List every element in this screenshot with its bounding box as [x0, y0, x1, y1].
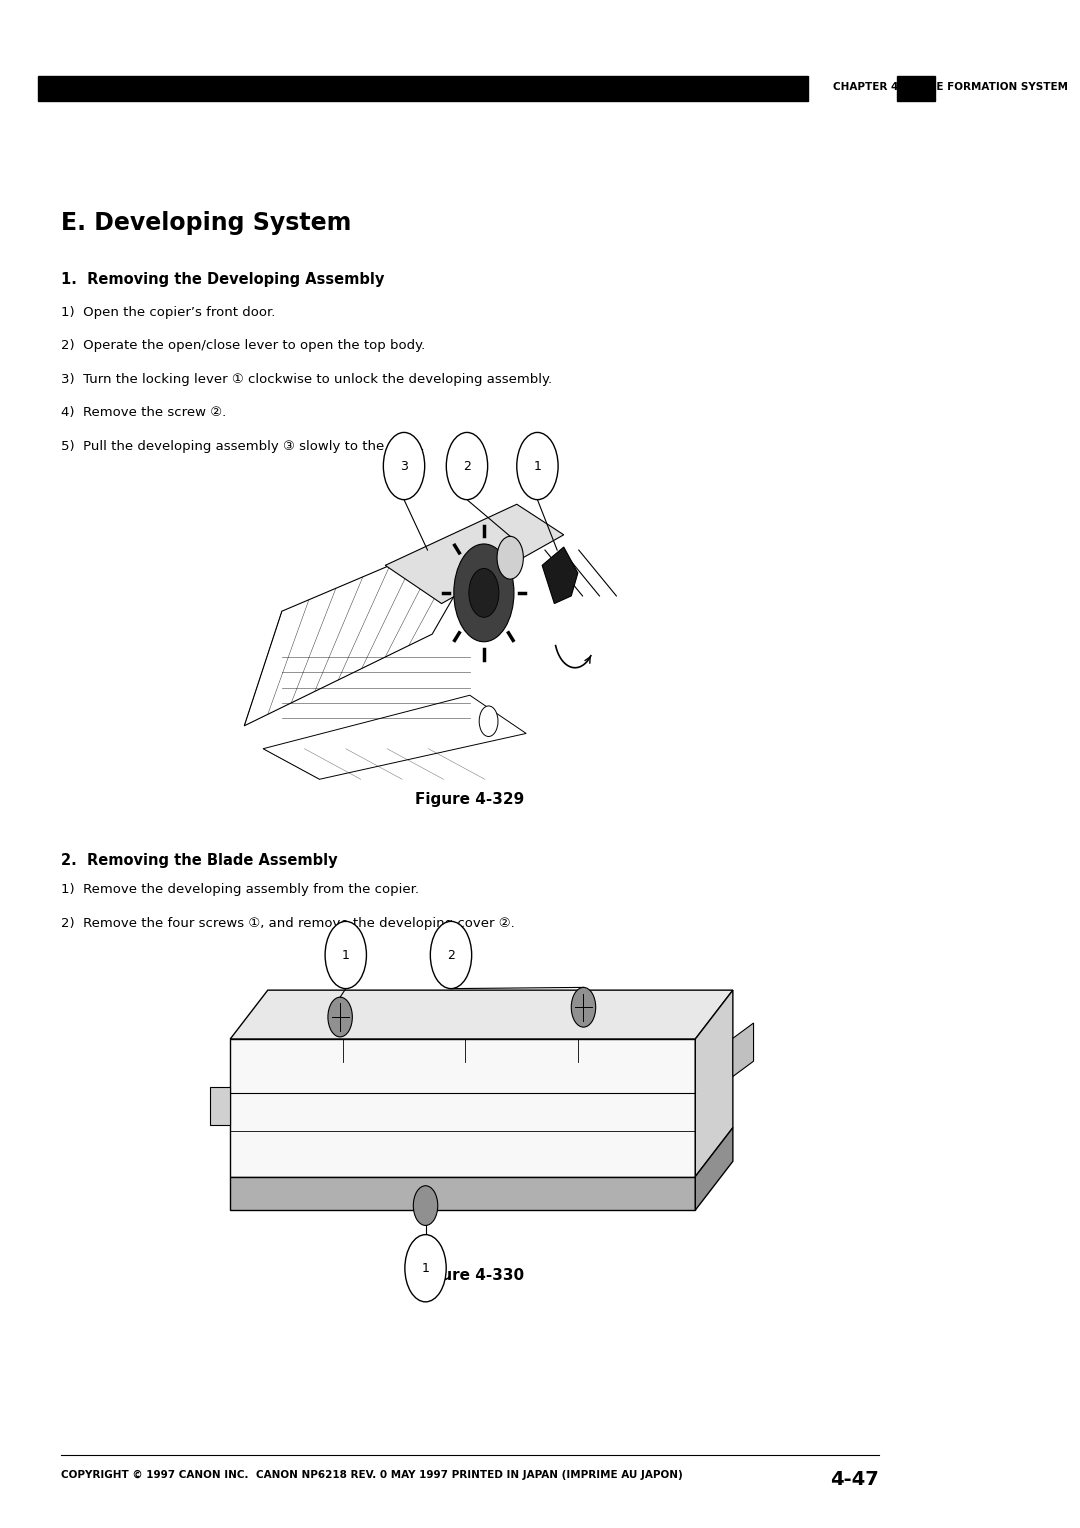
Text: COPYRIGHT © 1997 CANON INC.: COPYRIGHT © 1997 CANON INC. — [62, 1470, 248, 1481]
Text: 4)  Remove the screw ②.: 4) Remove the screw ②. — [62, 406, 227, 420]
Text: 4-47: 4-47 — [829, 1470, 878, 1488]
Polygon shape — [696, 1128, 733, 1210]
Polygon shape — [264, 695, 526, 779]
Polygon shape — [210, 1088, 230, 1125]
Polygon shape — [542, 547, 578, 604]
Circle shape — [454, 544, 514, 642]
Text: E. Developing System: E. Developing System — [62, 211, 351, 235]
Circle shape — [325, 921, 366, 989]
Circle shape — [430, 921, 472, 989]
Text: CHAPTER 4  IMAGE FORMATION SYSTEM: CHAPTER 4 IMAGE FORMATION SYSTEM — [834, 83, 1068, 92]
Text: 2)  Remove the four screws ①, and remove the developing cover ②.: 2) Remove the four screws ①, and remove … — [62, 917, 515, 931]
Polygon shape — [230, 1039, 696, 1177]
Text: Figure 4-329: Figure 4-329 — [415, 792, 525, 807]
Polygon shape — [696, 990, 733, 1177]
Circle shape — [497, 536, 524, 579]
Text: Figure 4-330: Figure 4-330 — [415, 1268, 525, 1284]
Text: 5)  Pull the developing assembly ③ slowly to the front.: 5) Pull the developing assembly ③ slowly… — [62, 440, 424, 454]
Polygon shape — [230, 990, 733, 1039]
Circle shape — [414, 1186, 437, 1225]
Polygon shape — [733, 1024, 754, 1077]
Circle shape — [405, 1235, 446, 1302]
Bar — [38, 76, 808, 101]
Text: 3)  Turn the locking lever ① clockwise to unlock the developing assembly.: 3) Turn the locking lever ① clockwise to… — [62, 373, 552, 387]
Text: 2: 2 — [447, 949, 455, 961]
Circle shape — [446, 432, 488, 500]
Text: 2: 2 — [463, 460, 471, 472]
Bar — [897, 76, 935, 101]
Text: 3: 3 — [400, 460, 408, 472]
Circle shape — [516, 432, 558, 500]
Circle shape — [480, 706, 498, 736]
Text: 1: 1 — [421, 1262, 430, 1274]
Text: CANON NP6218 REV. 0 MAY 1997 PRINTED IN JAPAN (IMPRIME AU JAPON): CANON NP6218 REV. 0 MAY 1997 PRINTED IN … — [256, 1470, 684, 1481]
Text: 1: 1 — [342, 949, 350, 961]
Text: 1)  Open the copier’s front door.: 1) Open the copier’s front door. — [62, 306, 275, 319]
Text: 1.  Removing the Developing Assembly: 1. Removing the Developing Assembly — [62, 272, 384, 287]
Polygon shape — [386, 504, 564, 604]
Circle shape — [571, 987, 596, 1027]
Text: 1)  Remove the developing assembly from the copier.: 1) Remove the developing assembly from t… — [62, 883, 419, 897]
Polygon shape — [230, 1177, 696, 1210]
Circle shape — [328, 998, 352, 1038]
Text: 2.  Removing the Blade Assembly: 2. Removing the Blade Assembly — [62, 853, 338, 868]
Text: 1: 1 — [534, 460, 541, 472]
Text: 2)  Operate the open/close lever to open the top body.: 2) Operate the open/close lever to open … — [62, 339, 426, 353]
Circle shape — [383, 432, 424, 500]
Polygon shape — [244, 520, 498, 726]
Circle shape — [469, 568, 499, 617]
